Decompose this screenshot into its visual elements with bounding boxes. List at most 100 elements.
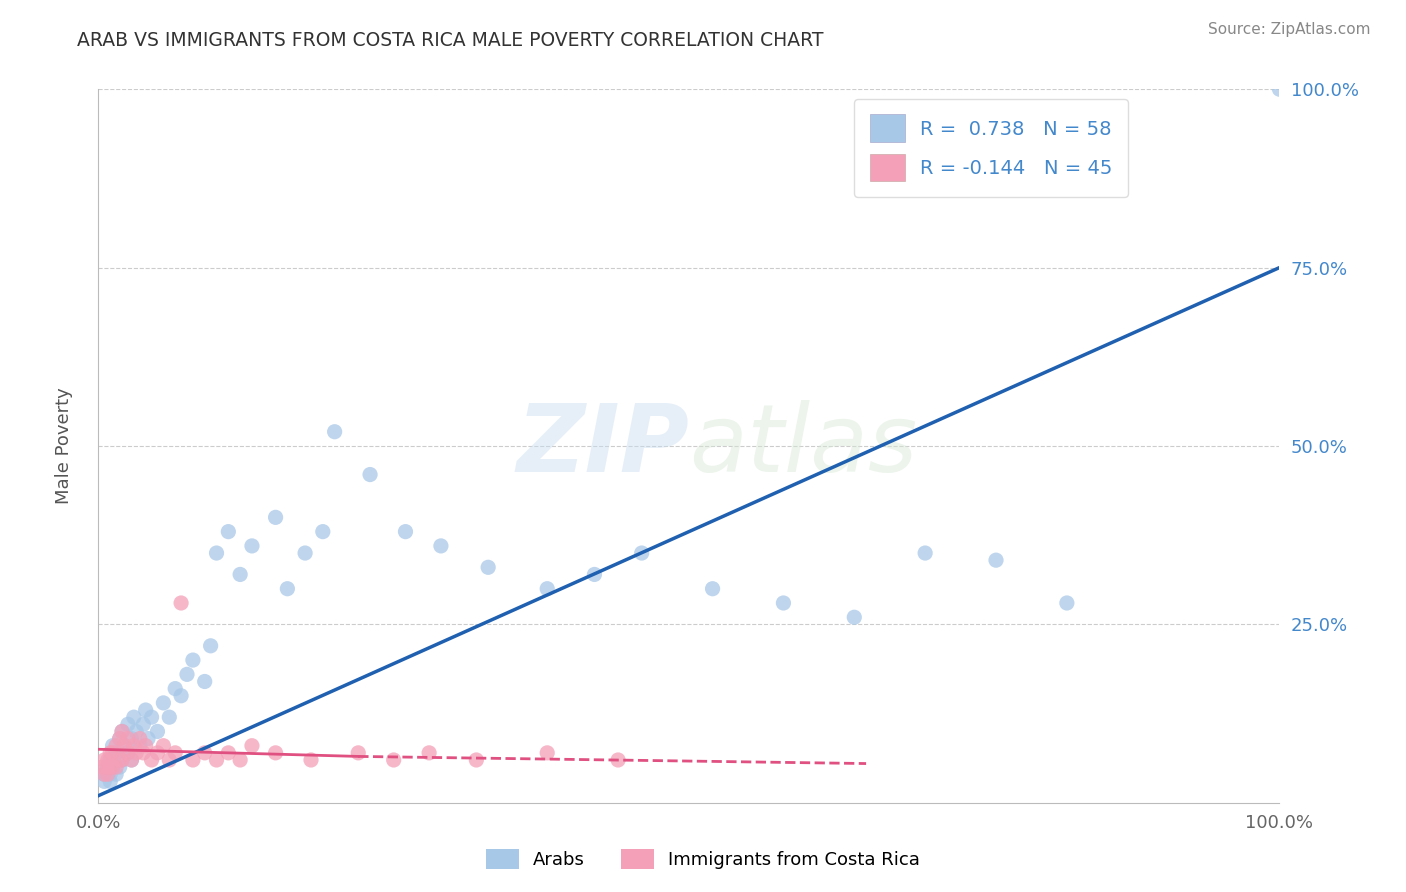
Text: Source: ZipAtlas.com: Source: ZipAtlas.com [1208, 22, 1371, 37]
Point [117, 731, 139, 746]
Point [347, 746, 370, 760]
Point [98, 746, 121, 760]
Point [121, 753, 143, 767]
Point [844, 610, 866, 624]
Point [1056, 596, 1078, 610]
Point [157, 710, 180, 724]
Text: ARAB VS IMMIGRANTS FROM COSTA RICA MALE POVERTY CORRELATION CHART: ARAB VS IMMIGRANTS FROM COSTA RICA MALE … [77, 31, 824, 50]
Point [128, 739, 150, 753]
Point [418, 746, 440, 760]
Point [98, 767, 121, 781]
Point [97, 753, 120, 767]
Point [132, 717, 155, 731]
Point [108, 760, 131, 774]
Point [152, 739, 174, 753]
Point [111, 753, 134, 767]
Point [101, 760, 124, 774]
Point [465, 753, 488, 767]
Point [170, 596, 193, 610]
Point [105, 767, 128, 781]
Point [98, 760, 121, 774]
Point [430, 539, 453, 553]
Point [97, 767, 120, 781]
Point [229, 567, 252, 582]
Point [312, 524, 335, 539]
Point [108, 731, 131, 746]
Point [108, 753, 131, 767]
Point [101, 739, 124, 753]
Point [93, 767, 115, 781]
Point [477, 560, 499, 574]
Point [170, 689, 193, 703]
Point [299, 753, 322, 767]
Point [157, 753, 180, 767]
Point [96, 760, 118, 774]
Point [264, 510, 287, 524]
Point [141, 710, 163, 724]
Point [240, 539, 263, 553]
Point [165, 746, 187, 760]
Point [607, 753, 630, 767]
Point [702, 582, 724, 596]
Point [121, 731, 143, 746]
Point [181, 753, 204, 767]
Point [93, 767, 115, 781]
Y-axis label: Male Poverty: Male Poverty [55, 388, 73, 504]
Point [125, 724, 148, 739]
Point [135, 739, 157, 753]
Point [98, 774, 121, 789]
Point [108, 731, 131, 746]
Point [111, 724, 134, 739]
Point [240, 739, 263, 753]
Point [117, 746, 139, 760]
Point [772, 596, 794, 610]
Point [176, 667, 198, 681]
Point [536, 746, 558, 760]
Point [294, 546, 316, 560]
Point [98, 753, 121, 767]
Point [97, 760, 120, 774]
Point [229, 753, 252, 767]
Legend: Arabs, Immigrants from Costa Rica: Arabs, Immigrants from Costa Rica [477, 839, 929, 879]
Point [200, 639, 222, 653]
Point [630, 546, 652, 560]
Point [394, 524, 416, 539]
Point [91, 760, 114, 774]
Point [93, 774, 115, 789]
Point [194, 674, 217, 689]
Point [105, 739, 128, 753]
Point [205, 753, 228, 767]
Point [323, 425, 346, 439]
Point [112, 739, 135, 753]
Point [111, 724, 134, 739]
Point [111, 753, 134, 767]
Point [146, 746, 169, 760]
Point [217, 524, 239, 539]
Point [359, 467, 381, 482]
Point [1268, 82, 1291, 96]
Point [128, 731, 150, 746]
Point [194, 746, 217, 760]
Point [117, 717, 139, 731]
Point [382, 753, 405, 767]
Point [122, 739, 145, 753]
Point [105, 760, 128, 774]
Point [121, 753, 143, 767]
Point [93, 753, 115, 767]
Point [914, 546, 936, 560]
Legend: R =  0.738   N = 58, R = -0.144   N = 45: R = 0.738 N = 58, R = -0.144 N = 45 [853, 99, 1128, 197]
Point [217, 746, 239, 760]
Point [117, 746, 139, 760]
Point [276, 582, 298, 596]
Point [136, 731, 159, 746]
Point [205, 546, 228, 560]
Point [181, 653, 204, 667]
Point [152, 696, 174, 710]
Text: atlas: atlas [689, 401, 917, 491]
Point [132, 746, 155, 760]
Point [264, 746, 287, 760]
Point [135, 703, 157, 717]
Point [141, 753, 163, 767]
Point [112, 739, 135, 753]
Point [101, 746, 124, 760]
